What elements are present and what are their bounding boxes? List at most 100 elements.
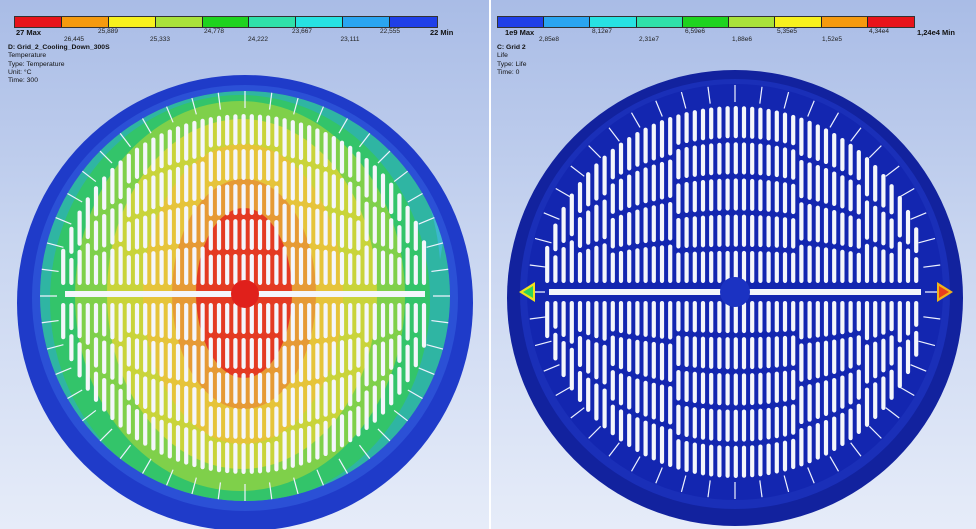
grid-slot bbox=[651, 246, 656, 283]
grid-slot bbox=[569, 347, 574, 391]
grid-slot bbox=[290, 246, 295, 285]
grid-slot bbox=[848, 143, 853, 176]
grid-slot bbox=[864, 301, 870, 341]
grid-slot bbox=[290, 120, 295, 159]
grid-slot bbox=[93, 337, 99, 368]
grid-slot bbox=[717, 106, 722, 139]
grid-slot bbox=[167, 129, 172, 166]
grid-slot bbox=[266, 337, 271, 369]
grid-slot bbox=[709, 107, 714, 140]
grid-slot bbox=[233, 372, 238, 404]
grid-slot bbox=[126, 187, 131, 218]
grid-slot bbox=[905, 209, 911, 245]
life-viewport[interactable]: 1e9 Max 1,24e4 Min 8,12e7 6,59e6 5,35e5 … bbox=[491, 0, 976, 529]
grid-slot bbox=[618, 373, 624, 406]
grid-slot bbox=[758, 215, 763, 248]
grid-slot bbox=[840, 301, 845, 335]
grid-slot bbox=[307, 248, 312, 285]
grid-slot bbox=[69, 257, 74, 285]
grid-slot bbox=[331, 212, 336, 247]
grid-slot bbox=[348, 410, 353, 443]
center-hub bbox=[231, 280, 259, 308]
grid-slot bbox=[758, 107, 763, 140]
grid-slot bbox=[126, 404, 131, 435]
rim-spoke bbox=[191, 97, 197, 115]
grid-slot bbox=[192, 303, 197, 342]
grid-slot bbox=[315, 208, 320, 245]
grid-slot bbox=[257, 303, 263, 334]
grid-slot bbox=[684, 370, 689, 402]
life-legend: 1e9 Max 1,24e4 Min 8,12e7 6,59e6 5,35e5 … bbox=[497, 0, 967, 43]
grid-slot bbox=[323, 171, 328, 207]
grid-slot bbox=[257, 407, 263, 439]
grid-model-life[interactable] bbox=[491, 0, 976, 529]
grid-slot bbox=[782, 217, 788, 249]
grid-slot bbox=[380, 341, 386, 377]
grid-slot bbox=[249, 407, 254, 439]
grid-slot bbox=[102, 303, 107, 337]
grid-slot bbox=[635, 339, 640, 375]
grid-slot bbox=[192, 162, 197, 201]
grid-slot bbox=[93, 186, 99, 217]
grid-slot bbox=[815, 341, 820, 379]
grid-slot bbox=[323, 131, 328, 168]
grid-slot bbox=[733, 250, 738, 283]
grid-slot bbox=[364, 201, 369, 242]
rim-spoke bbox=[923, 316, 941, 320]
grid-slot bbox=[848, 372, 853, 405]
grid-slot bbox=[627, 338, 632, 372]
rim-spoke bbox=[570, 165, 585, 177]
grid-slot bbox=[93, 371, 99, 402]
grid-slot bbox=[307, 343, 312, 381]
grid-slot bbox=[266, 303, 271, 334]
grid-slot bbox=[594, 245, 599, 283]
legend-swatch bbox=[343, 17, 390, 27]
grid-slot bbox=[741, 337, 747, 370]
rim-spoke bbox=[426, 344, 444, 350]
grid-slot bbox=[126, 255, 131, 285]
legend-tick: 2,31e7 bbox=[639, 36, 659, 43]
grid-slot bbox=[766, 443, 771, 476]
grid-slot bbox=[709, 179, 714, 212]
rim-spoke bbox=[119, 132, 132, 148]
grid-slot bbox=[627, 212, 632, 246]
grid-slot bbox=[266, 219, 271, 251]
legend-swatch bbox=[682, 17, 730, 27]
legend-swatch bbox=[108, 17, 156, 27]
grid-slot bbox=[77, 342, 82, 378]
grid-slot bbox=[700, 215, 706, 248]
grid-slot bbox=[914, 227, 919, 254]
temperature-viewport[interactable]: 27 Max 22 Min 25,889 24,778 23,667 22,55… bbox=[0, 0, 489, 529]
grid-slot bbox=[315, 248, 320, 285]
grid-slot bbox=[175, 425, 181, 462]
grid-slot bbox=[782, 440, 788, 472]
grid-slot bbox=[832, 248, 837, 283]
rim-spoke bbox=[431, 319, 449, 324]
grid-slot bbox=[331, 174, 336, 209]
grid-slot bbox=[85, 243, 90, 285]
rim-spoke bbox=[268, 92, 273, 110]
grid-slot bbox=[249, 219, 254, 251]
grid-slot bbox=[700, 408, 706, 440]
grid-slot bbox=[233, 442, 238, 474]
grid-slot bbox=[118, 203, 123, 243]
grid-slot bbox=[339, 251, 345, 285]
grid-slot bbox=[791, 218, 796, 249]
grid-slot bbox=[331, 379, 336, 414]
grid-slot bbox=[725, 142, 730, 175]
grid-slot bbox=[774, 145, 779, 178]
grid-slot bbox=[668, 117, 673, 156]
grid-slot bbox=[274, 440, 279, 472]
grid-slot bbox=[750, 445, 755, 478]
rim-spoke bbox=[829, 456, 840, 472]
grid-slot bbox=[192, 204, 197, 243]
grid-slot bbox=[274, 337, 279, 368]
grid-slot bbox=[791, 335, 796, 366]
grid-slot bbox=[356, 371, 361, 403]
grid-slot bbox=[364, 245, 369, 285]
legend-swatch bbox=[296, 17, 344, 27]
grid-slot bbox=[725, 373, 730, 406]
grid-model-temperature[interactable] bbox=[0, 0, 489, 529]
rim-spoke bbox=[680, 475, 687, 493]
grid-slot bbox=[602, 155, 607, 196]
